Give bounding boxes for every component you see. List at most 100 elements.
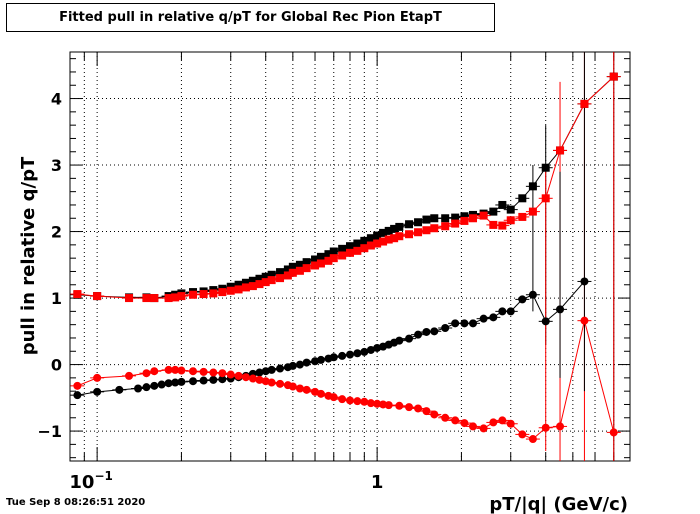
data-point-circle xyxy=(199,367,208,376)
data-point-square xyxy=(441,214,450,223)
data-point-square xyxy=(226,286,235,295)
data-point-circle xyxy=(276,364,285,373)
x-axis-label: pT/|q| (GeV/c) xyxy=(489,494,628,514)
data-point-circle xyxy=(276,379,285,388)
data-point-square xyxy=(209,289,218,298)
data-point-circle xyxy=(346,350,354,359)
data-point-square xyxy=(248,276,257,285)
data-point-square xyxy=(248,282,257,291)
data-point-square xyxy=(283,265,292,274)
data-point-circle xyxy=(189,377,198,386)
data-point-square xyxy=(150,294,159,303)
data-point-circle xyxy=(316,355,325,364)
x-tick-label: 10−1 xyxy=(69,469,112,493)
data-point-circle xyxy=(267,378,276,387)
data-point-circle xyxy=(338,351,347,360)
data-point-square xyxy=(384,226,393,235)
data-point-square xyxy=(241,283,250,292)
data-point-circle xyxy=(360,397,369,406)
data-point-circle xyxy=(451,416,460,425)
data-point-square xyxy=(556,146,565,155)
data-point-circle xyxy=(518,295,527,304)
data-point-circle xyxy=(479,424,488,433)
data-point-circle xyxy=(316,389,325,398)
data-point-square xyxy=(379,237,388,246)
data-point-circle xyxy=(150,381,159,390)
data-point-square xyxy=(469,214,478,223)
data-point-square xyxy=(316,252,325,261)
series-segment xyxy=(559,103,585,151)
data-point-square xyxy=(395,232,404,241)
data-point-square xyxy=(609,72,618,81)
data-point-square xyxy=(346,248,354,257)
data-point-square xyxy=(125,294,134,303)
data-point-square xyxy=(390,224,399,233)
series-segment xyxy=(545,150,561,199)
data-point-square xyxy=(234,280,243,289)
data-point-square xyxy=(276,268,285,277)
data-point-circle xyxy=(234,371,243,380)
data-point-square xyxy=(218,288,227,297)
data-point-circle xyxy=(171,365,180,374)
data-point-square xyxy=(528,207,537,216)
data-point-circle xyxy=(302,358,311,367)
data-point-square xyxy=(360,244,369,253)
data-point-circle xyxy=(248,374,257,383)
data-point-square xyxy=(324,250,333,259)
data-point-square xyxy=(295,260,304,269)
data-point-circle xyxy=(255,368,264,377)
data-point-circle xyxy=(164,379,173,388)
data-point-square xyxy=(422,215,431,224)
data-point-square xyxy=(261,278,270,287)
data-point-circle xyxy=(414,330,423,339)
data-point-circle xyxy=(395,336,404,345)
data-point-square xyxy=(267,276,276,285)
timestamp: Tue Sep 8 08:26:51 2020 xyxy=(6,497,146,508)
data-point-square xyxy=(366,234,375,243)
data-point-square xyxy=(528,182,537,191)
data-point-square xyxy=(171,293,180,302)
data-point-square xyxy=(395,222,404,231)
data-point-square xyxy=(451,213,460,222)
data-point-circle xyxy=(73,391,82,400)
data-point-square xyxy=(267,270,276,279)
data-point-circle xyxy=(609,428,618,437)
data-point-square xyxy=(379,228,388,237)
data-point-square xyxy=(541,163,550,172)
data-point-circle xyxy=(73,381,82,390)
data-point-circle xyxy=(267,365,276,374)
data-point-circle xyxy=(469,319,478,328)
data-point-circle xyxy=(353,397,362,406)
data-point-square xyxy=(451,219,460,228)
data-point-circle xyxy=(498,307,507,316)
data-point-circle xyxy=(405,334,414,343)
data-point-circle xyxy=(384,401,393,410)
data-point-circle xyxy=(422,407,431,416)
series-segment xyxy=(559,281,585,310)
data-point-circle xyxy=(142,369,151,378)
data-point-square xyxy=(255,274,264,283)
data-point-square xyxy=(324,256,333,265)
data-point-circle xyxy=(171,378,180,387)
data-point-circle xyxy=(157,380,166,389)
data-point-square xyxy=(498,200,507,209)
data-point-circle xyxy=(295,384,304,393)
data-point-square xyxy=(288,268,297,277)
data-point-square xyxy=(405,230,414,239)
data-point-square xyxy=(506,216,515,225)
data-point-square xyxy=(541,194,550,203)
data-point-circle xyxy=(479,314,488,323)
data-point-square xyxy=(390,234,399,243)
data-point-circle xyxy=(556,305,565,314)
data-point-square xyxy=(360,236,369,245)
data-point-circle xyxy=(506,419,515,428)
data-point-square xyxy=(177,292,186,301)
data-point-square xyxy=(353,246,362,255)
data-point-square xyxy=(441,222,450,231)
data-point-square xyxy=(302,264,311,273)
data-point-square xyxy=(283,271,292,280)
data-point-square xyxy=(489,220,498,229)
data-point-square xyxy=(353,239,362,248)
data-point-square xyxy=(338,244,347,253)
